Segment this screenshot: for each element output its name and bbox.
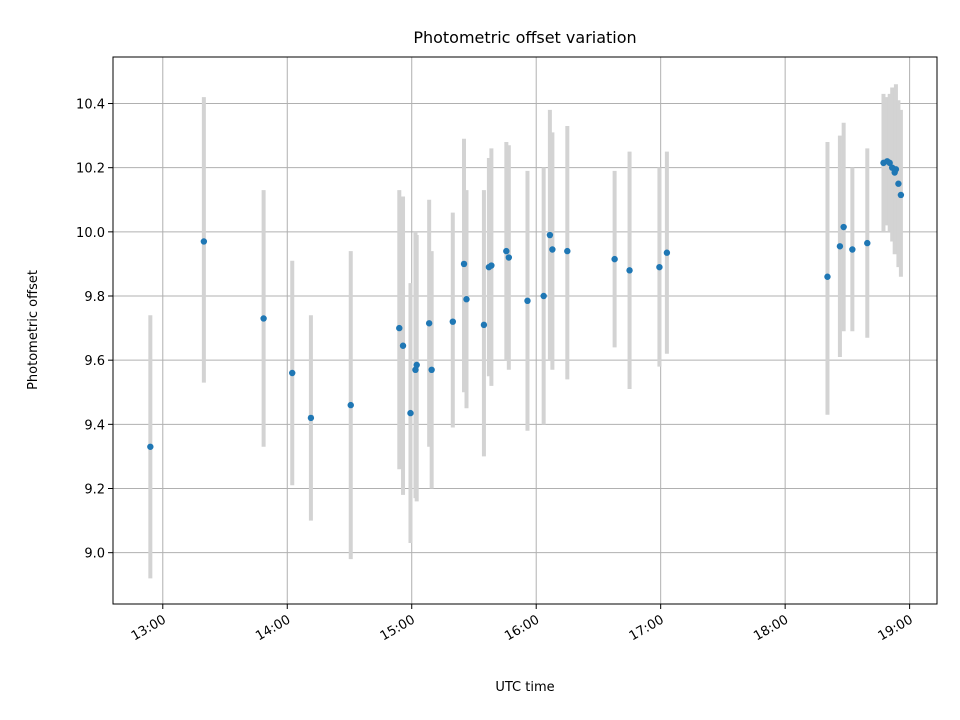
data-point bbox=[849, 246, 856, 253]
y-tick-label: 9.8 bbox=[84, 290, 105, 305]
y-tick-label: 9.2 bbox=[84, 483, 105, 498]
data-point bbox=[399, 342, 407, 349]
data-point bbox=[396, 324, 403, 332]
data-point bbox=[886, 159, 893, 167]
y-tick-label: 9.4 bbox=[84, 418, 105, 433]
data-point bbox=[347, 401, 354, 409]
data-point bbox=[864, 239, 871, 247]
data-point bbox=[824, 273, 831, 280]
data-point bbox=[480, 321, 488, 329]
data-point bbox=[463, 296, 470, 303]
data-point bbox=[895, 180, 902, 187]
data-point bbox=[428, 366, 435, 374]
data-point bbox=[413, 361, 420, 369]
data-point bbox=[449, 318, 457, 325]
grid-layer bbox=[113, 57, 937, 604]
x-tick-label: 19:00 bbox=[876, 612, 916, 644]
x-tick-label: 18:00 bbox=[751, 612, 791, 644]
data-point bbox=[897, 191, 905, 199]
data-point bbox=[540, 292, 547, 300]
data-point bbox=[289, 369, 296, 377]
x-tick-label: 15:00 bbox=[378, 612, 418, 644]
x-tick-label: 14:00 bbox=[253, 612, 293, 644]
data-point bbox=[407, 409, 414, 417]
y-tick-label: 9.6 bbox=[84, 354, 105, 369]
data-point bbox=[425, 320, 433, 327]
data-point bbox=[626, 267, 633, 274]
y-tick-label: 9.0 bbox=[84, 547, 105, 562]
data-point bbox=[488, 262, 495, 269]
data-point bbox=[836, 243, 844, 250]
y-axis-label: Photometric offset bbox=[26, 270, 41, 390]
data-point bbox=[460, 260, 468, 268]
data-point-layer bbox=[147, 158, 905, 450]
data-point bbox=[412, 366, 419, 374]
x-tick-label: 17:00 bbox=[627, 612, 667, 644]
data-point bbox=[663, 249, 671, 256]
chart-title: Photometric offset variation bbox=[413, 28, 636, 47]
y-tick-label: 10.0 bbox=[76, 226, 105, 241]
data-point bbox=[524, 297, 531, 305]
y-tick-label: 10.4 bbox=[76, 98, 105, 113]
x-tick-label: 16:00 bbox=[502, 612, 542, 644]
data-point bbox=[503, 247, 510, 255]
data-point bbox=[840, 223, 847, 231]
x-tick-label: 13:00 bbox=[129, 612, 169, 644]
data-point bbox=[549, 246, 556, 253]
error-bar-layer bbox=[148, 84, 903, 579]
data-point bbox=[307, 414, 315, 422]
data-point bbox=[260, 315, 267, 322]
y-axis-ticks: 9.0 9.2 9.4 9.6 9.8 10.0 10.2 10.4 bbox=[76, 98, 113, 562]
y-tick-label: 10.2 bbox=[76, 162, 105, 177]
plot-frame bbox=[112, 56, 938, 605]
data-point bbox=[147, 443, 154, 450]
x-axis-label: UTC time bbox=[495, 680, 554, 695]
data-point bbox=[200, 238, 208, 245]
data-point bbox=[505, 254, 513, 261]
data-point bbox=[656, 263, 663, 271]
data-point bbox=[546, 231, 554, 239]
data-point bbox=[564, 247, 571, 255]
data-point bbox=[892, 166, 900, 173]
data-point bbox=[611, 255, 618, 263]
x-axis-ticks: 13:00 14:00 15:00 16:00 17:00 18:00 19:00 bbox=[129, 604, 916, 644]
